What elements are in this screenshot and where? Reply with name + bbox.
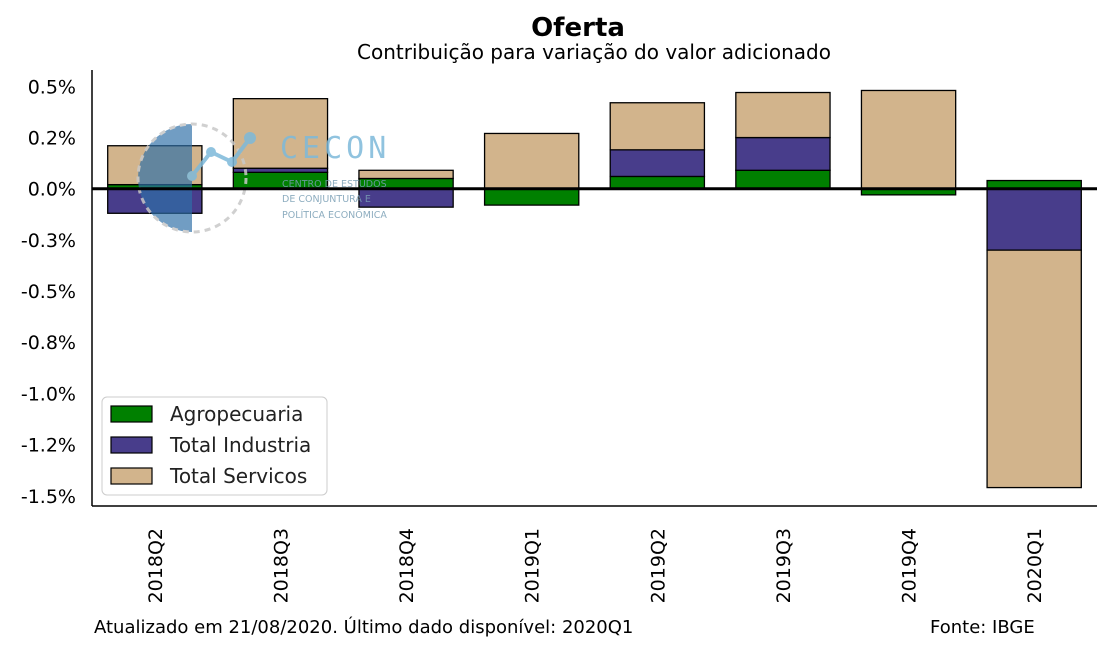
bars <box>107 89 1082 489</box>
x-tick-label: 2019Q1 <box>522 528 544 603</box>
bar-total-servicos-2018q4 <box>358 169 454 180</box>
chart-subtitle: Contribuição para variação do valor adic… <box>357 40 831 64</box>
y-tick-label: 0.5% <box>28 76 76 98</box>
globe-ring-icon <box>136 122 248 234</box>
bar-total-servicos-2020q1 <box>986 249 1082 489</box>
legend-box <box>101 396 328 496</box>
bar-total-industria-2019q2 <box>609 149 706 178</box>
trend-point-icon <box>244 132 256 144</box>
footer-updated: Atualizado em 21/08/2020. Último dado di… <box>94 616 633 638</box>
trend-point-icon <box>187 171 197 181</box>
y-tick-label: -0.8% <box>21 332 76 354</box>
cecon-logo: CECON CENTRO DE ESTUDOS DE CONJUNTURA E … <box>136 122 390 234</box>
legend: Agropecuaria Total Industria Total Servico… <box>101 396 328 496</box>
bar-agropecuaria-2019q1 <box>483 188 580 206</box>
trend-line-icon <box>190 136 252 178</box>
bar-total-industria-2019q3 <box>735 136 831 171</box>
logo-subtitle-line: POLÍTICA ECONÔMICA <box>282 209 387 221</box>
y-tick-label: 0.2% <box>28 128 76 150</box>
legend-label: Agropecuaria <box>170 402 303 426</box>
trend-point-icon <box>206 147 216 157</box>
bar-total-servicos-2019q1 <box>483 132 580 190</box>
y-tick-label: -0.5% <box>21 281 76 303</box>
x-tick-label: 2020Q1 <box>1024 528 1046 603</box>
y-tick-label: -1.0% <box>21 383 76 405</box>
y-tick-label: -1.2% <box>21 435 76 457</box>
bar-total-servicos-2019q4 <box>860 89 957 190</box>
legend-label: Total Industria <box>169 433 311 457</box>
x-tick-label: 2018Q3 <box>270 528 292 603</box>
bar-total-industria-2018q4 <box>358 188 454 208</box>
legend-swatch <box>110 467 153 485</box>
y-tick-label: -1.5% <box>21 486 76 508</box>
bar-total-industria-2020q1 <box>986 188 1082 251</box>
legend-label: Total Servicos <box>169 464 307 488</box>
x-tick-label: 2018Q4 <box>396 528 418 603</box>
x-tick-label: 2019Q4 <box>899 528 921 603</box>
x-tick-label: 2018Q2 <box>145 528 167 603</box>
legend-swatch <box>110 436 153 454</box>
chart-title: Oferta <box>531 13 625 43</box>
x-tick-label: 2019Q3 <box>773 528 795 603</box>
trend-point-icon <box>227 157 237 167</box>
bar-agropecuaria-2019q2 <box>609 175 706 190</box>
globe-icon <box>138 124 192 232</box>
logo-subtitle-line: DE CONJUNTURA E <box>282 194 371 205</box>
logo-subtitle-line: CENTRO DE ESTUDOS <box>282 179 387 190</box>
bar-agropecuaria-2019q3 <box>735 169 831 190</box>
legend-swatch <box>110 405 153 423</box>
y-tick-label: 0.0% <box>28 179 76 201</box>
axes: 0.5% 0.2% 0.0% -0.3% -0.5% -0.8% -1.0% -1.2% -1.… <box>21 70 1097 603</box>
y-tick-label: -0.3% <box>21 230 76 252</box>
x-tick-label: 2019Q2 <box>647 528 669 603</box>
bar-total-servicos-2019q3 <box>735 91 831 139</box>
footer-source: Fonte: IBGE <box>930 617 1035 638</box>
logo-name: CECON <box>280 131 390 166</box>
bar-total-servicos-2019q2 <box>609 102 706 151</box>
